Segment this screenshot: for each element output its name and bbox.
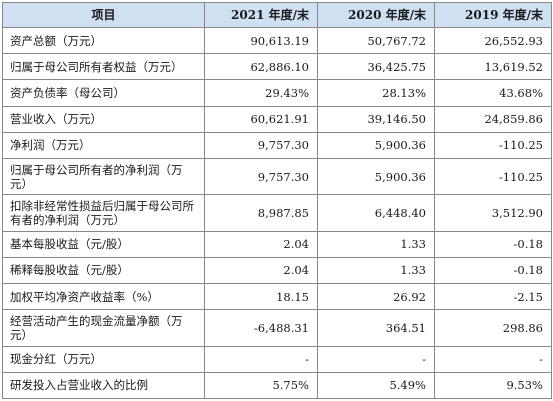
cell-2019: -110.25 <box>434 157 552 196</box>
table-row: 归属于母公司所有者的净利润（万元） 9,757.30 5,900.36 -110… <box>2 157 552 196</box>
cell-2020: 28.13% <box>317 79 435 107</box>
cell-2019: 298.86 <box>434 309 552 347</box>
cell-2021: 2.04 <box>204 256 318 285</box>
table-row: 归属于母公司所有者权益（万元） 62,886.10 36,425.75 13,6… <box>2 53 552 81</box>
table-row: 资产总额（万元） 90,613.19 50,767.72 26,552.93 <box>2 26 552 55</box>
table-row: 净利润（万元） 9,757.30 5,900.36 -110.25 <box>2 131 552 159</box>
cell-2020: 5.49% <box>317 371 435 400</box>
row-label: 经营活动产生的现金流量净额（万元） <box>2 309 205 347</box>
cell-2021: 18.15 <box>204 283 318 311</box>
header-2021: 2021 年度/末 <box>204 2 318 28</box>
cell-2019: 43.68% <box>434 79 552 107</box>
row-label: 加权平均净资产收益率（%） <box>2 283 205 311</box>
cell-2019: -0.18 <box>434 230 552 258</box>
row-label: 扣除非经常性损益后归属于母公司所有者的净利润（万元） <box>2 194 205 232</box>
cell-2019: 26,552.93 <box>434 26 552 55</box>
cell-2021: 8,987.85 <box>204 194 318 232</box>
table-row: 资产负债率（母公司） 29.43% 28.13% 43.68% <box>2 79 552 107</box>
row-label: 归属于母公司所有者权益（万元） <box>2 53 205 81</box>
cell-2021: 2.04 <box>204 230 318 258</box>
table-row: 研发投入占营业收入的比例 5.75% 5.49% 9.53% <box>2 371 552 400</box>
cell-2019: -0.18 <box>434 256 552 285</box>
cell-2021: 90,613.19 <box>204 26 318 55</box>
header-2019: 2019 年度/末 <box>434 2 552 28</box>
table-row: 营业收入（万元） 60,621.91 39,146.50 24,859.86 <box>2 105 552 133</box>
cell-2021: 9,757.30 <box>204 131 318 159</box>
cell-2020: 6,448.40 <box>317 194 435 232</box>
cell-2020: 5,900.36 <box>317 131 435 159</box>
cell-2019: -2.15 <box>434 283 552 311</box>
table-header-row: 项目 2021 年度/末 2020 年度/末 2019 年度/末 <box>2 2 552 28</box>
cell-2020: 1.33 <box>317 256 435 285</box>
table-row: 经营活动产生的现金流量净额（万元） -6,488.31 364.51 298.8… <box>2 309 552 347</box>
cell-2021: -6,488.31 <box>204 309 318 347</box>
cell-2019: - <box>434 345 552 373</box>
row-label: 基本每股收益（元/股） <box>2 230 205 258</box>
cell-2020: 26.92 <box>317 283 435 311</box>
cell-2020: 50,767.72 <box>317 26 435 55</box>
row-label: 资产总额（万元） <box>2 26 205 55</box>
row-label: 营业收入（万元） <box>2 105 205 133</box>
row-label: 研发投入占营业收入的比例 <box>2 371 205 400</box>
cell-2021: 60,621.91 <box>204 105 318 133</box>
table-row: 基本每股收益（元/股） 2.04 1.33 -0.18 <box>2 230 552 258</box>
cell-2020: 36,425.75 <box>317 53 435 81</box>
row-label: 现金分红（万元） <box>2 345 205 373</box>
cell-2019: 3,512.90 <box>434 194 552 232</box>
table-row: 加权平均净资产收益率（%） 18.15 26.92 -2.15 <box>2 283 552 311</box>
table-row: 稀释每股收益（元/股） 2.04 1.33 -0.18 <box>2 256 552 285</box>
table-row: 现金分红（万元） - - - <box>2 345 552 373</box>
header-2020: 2020 年度/末 <box>317 2 435 28</box>
cell-2020: 1.33 <box>317 230 435 258</box>
row-label: 归属于母公司所有者的净利润（万元） <box>2 157 205 196</box>
cell-2021: 29.43% <box>204 79 318 107</box>
cell-2019: -110.25 <box>434 131 552 159</box>
cell-2020: 39,146.50 <box>317 105 435 133</box>
cell-2020: 364.51 <box>317 309 435 347</box>
row-label: 资产负债率（母公司） <box>2 79 205 107</box>
cell-2019: 24,859.86 <box>434 105 552 133</box>
cell-2019: 9.53% <box>434 371 552 400</box>
cell-2019: 13,619.52 <box>434 53 552 81</box>
cell-2020: 5,900.36 <box>317 157 435 196</box>
cell-2021: 5.75% <box>204 371 318 400</box>
cell-2021: 62,886.10 <box>204 53 318 81</box>
row-label: 净利润（万元） <box>2 131 205 159</box>
table-row: 扣除非经常性损益后归属于母公司所有者的净利润（万元） 8,987.85 6,44… <box>2 194 552 232</box>
row-label: 稀释每股收益（元/股） <box>2 256 205 285</box>
cell-2020: - <box>317 345 435 373</box>
cell-2021: 9,757.30 <box>204 157 318 196</box>
cell-2021: - <box>204 345 318 373</box>
header-item: 项目 <box>2 2 205 28</box>
